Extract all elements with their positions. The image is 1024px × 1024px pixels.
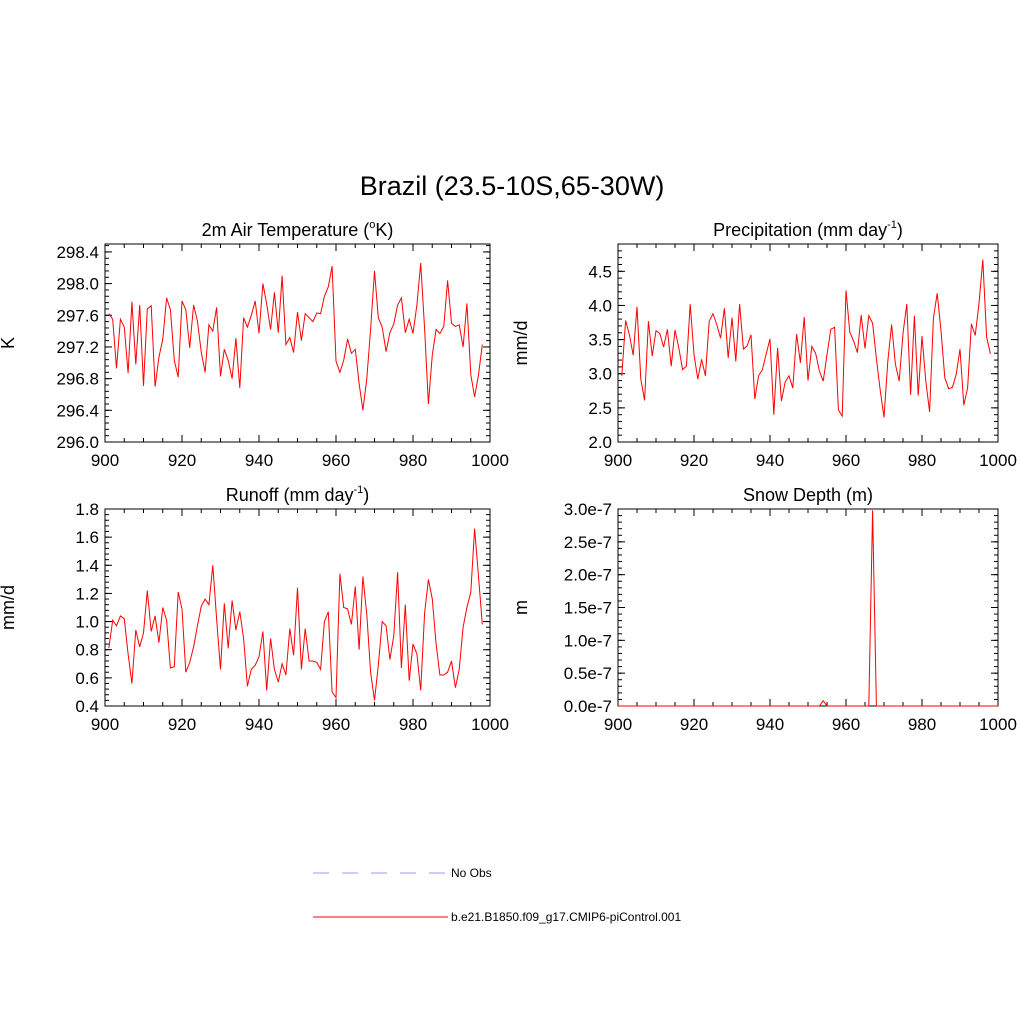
y-tick-label-runoff: 1.4	[75, 556, 99, 575]
y-tick-label-runoff: 1.6	[75, 528, 99, 547]
y-tick-label-temperature: 297.6	[56, 306, 99, 325]
series-line-temperature	[108, 262, 483, 411]
panel-precipitation: Precipitation (mm day-1) 900 920 940 960 980 1…	[511, 219, 1017, 470]
panel-title-precipitation: Precipitation (mm day-1)	[713, 219, 903, 240]
main-title: Brazil (23.5-10S,65-30W)	[360, 171, 665, 201]
x-tick-label-temperature: 940	[245, 451, 273, 470]
x-tick-label-precipitation: 940	[756, 451, 784, 470]
series-line-runoff	[108, 528, 483, 701]
y-tick-label-snow-depth: 1.5e-7	[564, 599, 612, 618]
panel-title-runoff: Runoff (mm day-1)	[226, 484, 370, 505]
y-tick-label-temperature: 296.8	[56, 370, 99, 389]
x-tick-label-precipitation: 900	[604, 451, 632, 470]
x-tick-label-precipitation: 980	[908, 451, 936, 470]
y-axis-label-snow-depth: m	[511, 600, 531, 615]
x-tick-label-snow-depth: 1000	[979, 715, 1017, 734]
y-tick-label-snow-depth: 0.0e-7	[564, 697, 612, 716]
x-tick-label-snow-depth: 940	[756, 715, 784, 734]
y-tick-label-precipitation: 3.0	[588, 365, 612, 384]
x-tick-label-temperature: 920	[168, 451, 196, 470]
y-axis-label-runoff: mm/d	[0, 585, 18, 630]
panel-runoff: Runoff (mm day-1) 900 920 940 960 980 1000 0.4 0…	[0, 484, 509, 734]
series-line-snow-depth	[618, 510, 998, 707]
x-tick-label-runoff: 960	[322, 715, 350, 734]
plot-frame-precipitation	[617, 243, 999, 443]
x-tick-label-precipitation: 1000	[979, 451, 1017, 470]
y-tick-label-snow-depth: 0.5e-7	[564, 664, 612, 683]
x-tick-label-runoff: 940	[245, 715, 273, 734]
x-tick-label-snow-depth: 920	[680, 715, 708, 734]
x-tick-label-temperature: 1000	[471, 451, 509, 470]
y-tick-label-temperature: 298.0	[56, 275, 99, 294]
x-tick-label-temperature: 900	[91, 451, 119, 470]
y-tick-label-precipitation: 3.5	[588, 331, 612, 350]
plot-frame-temperature	[104, 243, 491, 443]
x-tick-label-precipitation: 920	[680, 451, 708, 470]
x-tick-label-snow-depth: 960	[832, 715, 860, 734]
x-tick-label-temperature: 960	[322, 451, 350, 470]
x-tick-label-runoff: 1000	[471, 715, 509, 734]
y-tick-label-runoff: 1.8	[75, 500, 99, 519]
y-axis-label-temperature: K	[0, 337, 18, 349]
plot-frame-snow-depth	[617, 508, 999, 707]
legend-obs-label: No Obs	[451, 866, 492, 880]
y-tick-label-precipitation: 2.0	[588, 433, 612, 452]
legend: No Obs b.e21.B1850.f09_g17.CMIP6-piContr…	[313, 866, 681, 924]
y-tick-label-temperature: 296.0	[56, 433, 99, 452]
y-tick-label-snow-depth: 1.0e-7	[564, 631, 612, 650]
x-tick-label-runoff: 980	[399, 715, 427, 734]
x-tick-label-temperature: 980	[399, 451, 427, 470]
y-tick-label-precipitation: 4.5	[588, 262, 612, 281]
y-tick-label-precipitation: 2.5	[588, 399, 612, 418]
x-tick-label-runoff: 920	[168, 715, 196, 734]
y-tick-label-snow-depth: 2.5e-7	[564, 533, 612, 552]
panel-grid: 2m Air Temperature (oK) 900 920 940 960 980 10…	[0, 219, 1017, 734]
y-tick-label-snow-depth: 2.0e-7	[564, 566, 612, 585]
y-axis-label-precipitation: mm/d	[511, 321, 531, 366]
y-tick-label-temperature: 298.4	[56, 243, 99, 262]
legend-model-label: b.e21.B1850.f09_g17.CMIP6-piControl.001	[451, 910, 681, 924]
y-tick-label-temperature: 297.2	[56, 338, 99, 357]
x-tick-label-snow-depth: 900	[604, 715, 632, 734]
panel-title-temperature: 2m Air Temperature (oK)	[202, 219, 394, 240]
y-tick-label-runoff: 0.4	[75, 697, 99, 716]
y-tick-label-runoff: 0.8	[75, 641, 99, 660]
y-tick-label-runoff: 1.0	[75, 613, 99, 632]
panel-temperature: 2m Air Temperature (oK) 900 920 940 960 980 10…	[0, 219, 509, 470]
x-tick-label-snow-depth: 980	[908, 715, 936, 734]
x-tick-label-runoff: 900	[91, 715, 119, 734]
y-tick-label-temperature: 296.4	[56, 401, 99, 420]
series-line-precipitation	[621, 259, 991, 418]
panel-title-snow-depth: Snow Depth (m)	[743, 485, 873, 505]
y-tick-label-snow-depth: 3.0e-7	[564, 500, 612, 519]
x-tick-label-precipitation: 960	[832, 451, 860, 470]
y-tick-label-precipitation: 4.0	[588, 296, 612, 315]
y-tick-label-runoff: 0.6	[75, 669, 99, 688]
y-tick-label-runoff: 1.2	[75, 584, 99, 603]
panel-snow-depth: Snow Depth (m) 900 920 940 960 980 1000 0.0e-7 0…	[511, 485, 1017, 734]
